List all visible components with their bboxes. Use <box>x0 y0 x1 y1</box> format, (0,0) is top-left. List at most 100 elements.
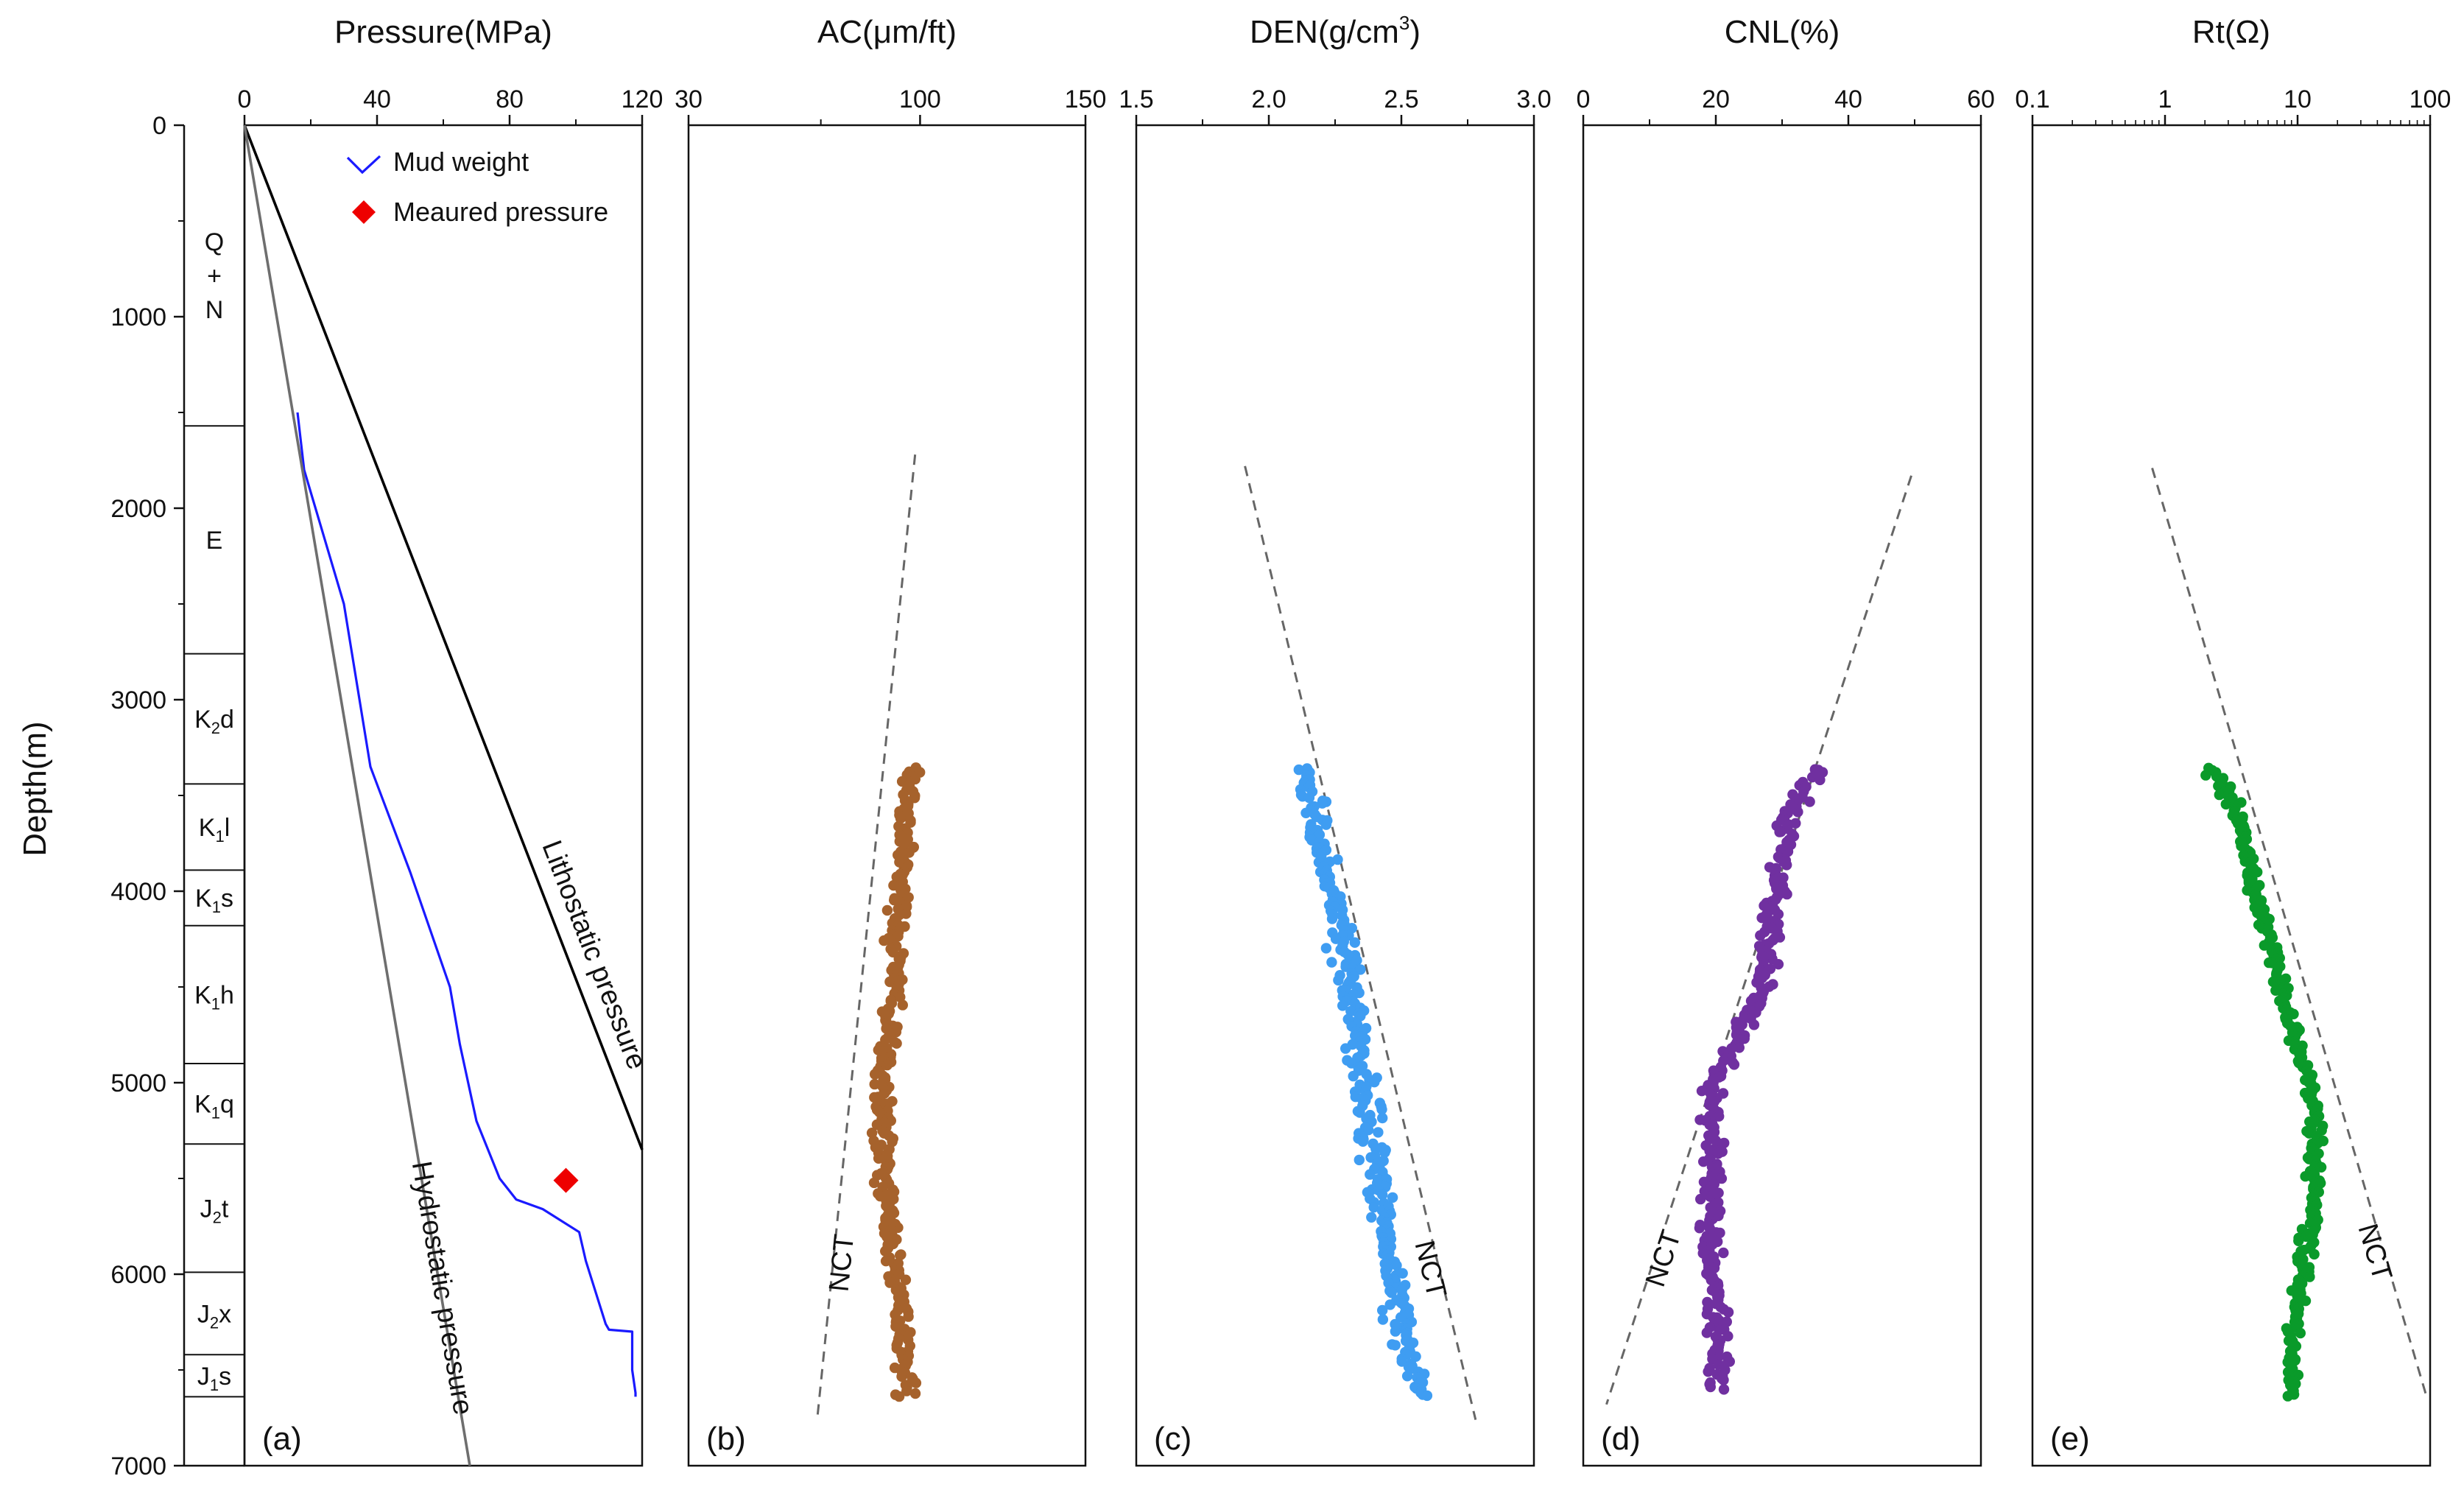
x-tick-label: 120 <box>622 85 663 113</box>
nct-trend-line <box>2151 467 2429 1399</box>
panel-e-label: (e) <box>2050 1421 2090 1457</box>
data-point <box>900 1274 912 1285</box>
depth-axis: 0 1000 2000 3000 4000 5000 6000 7000 <box>110 112 186 1480</box>
strat-unit-subscript: 2 <box>213 1208 222 1226</box>
data-point <box>866 1128 878 1139</box>
strat-unit-rest: x <box>219 1300 231 1328</box>
strat-unit-main: J <box>197 1300 210 1328</box>
measured-pressure-marker <box>553 1167 579 1193</box>
data-point <box>1379 1147 1390 1158</box>
x-tick-label: 20 <box>1702 85 1730 113</box>
x-tick-label: 150 <box>1065 85 1107 113</box>
data-point <box>1698 1156 1709 1167</box>
panel-d-scatter <box>1694 764 1828 1395</box>
legend-measured-pressure-swatch <box>352 200 376 224</box>
data-point <box>1317 798 1328 809</box>
strat-unit-subscript: 2 <box>211 719 220 737</box>
panel-d-frame <box>1582 124 1982 1467</box>
data-point <box>1421 1390 1433 1402</box>
nct-label: NCT <box>824 1233 861 1293</box>
series-mud-weight <box>296 412 637 1397</box>
data-point <box>1320 819 1332 830</box>
data-point <box>1314 829 1326 840</box>
depth-tick-label: 5000 <box>110 1069 166 1097</box>
x-tick-label: 30 <box>675 85 703 113</box>
data-point <box>1391 1259 1402 1271</box>
panel-c: DEN(g/cm3) 1.5 2.0 2.5 3.0 (c) NCT <box>1119 12 1552 1467</box>
data-point <box>1293 764 1305 776</box>
panel-d-title: CNL(%) <box>1725 14 1840 50</box>
data-point <box>1773 959 1784 970</box>
strat-unit-label: K1l <box>199 814 230 846</box>
panel-d: CNL(%) 0 20 40 60 (d) NCT <box>1577 14 1995 1467</box>
data-point <box>897 999 909 1011</box>
data-point <box>1714 1227 1725 1239</box>
data-point <box>1716 1173 1728 1184</box>
x-tick-label: 3.0 <box>1516 85 1551 113</box>
title-base: DEN(g/cm <box>1250 14 1399 50</box>
data-point <box>1303 793 1315 804</box>
depth-tick-label: 0 <box>152 112 166 140</box>
data-point <box>1377 1304 1388 1316</box>
data-point <box>1355 964 1366 975</box>
data-point <box>2295 1327 2306 1339</box>
data-point <box>2214 789 2225 801</box>
data-point <box>903 1311 914 1322</box>
nct-trend-line <box>816 454 917 1416</box>
x-tick-label: 100 <box>2410 85 2451 113</box>
legend-mud-weight-swatch <box>346 155 381 175</box>
strat-unit-subscript: 1 <box>211 1104 220 1122</box>
data-point <box>1320 943 1332 954</box>
nct-label: NCT <box>2352 1220 2398 1285</box>
lithostatic-pressure-label: Lithostatic pressure <box>535 836 652 1073</box>
data-point <box>1363 1125 1374 1136</box>
strat-unit-main: K <box>194 706 211 734</box>
strat-unit-rest: q <box>220 1091 234 1119</box>
depth-tick-label: 2000 <box>110 495 166 523</box>
strat-unit-label: J2t <box>200 1195 229 1226</box>
strat-unit-subscript: 1 <box>211 994 220 1013</box>
data-point <box>1387 1192 1398 1203</box>
data-point <box>903 892 914 903</box>
data-point <box>1696 1086 1708 1097</box>
panel-b-scatter <box>866 762 926 1402</box>
data-point <box>2259 940 2270 951</box>
strat-unit-rest: s <box>221 885 233 913</box>
data-point <box>2293 1235 2304 1247</box>
strat-unit-main: K <box>194 1091 211 1119</box>
strat-unit-main: K <box>195 885 212 913</box>
data-point <box>868 1177 880 1189</box>
series-lithostatic-pressure <box>243 124 644 1150</box>
x-tick-label: 0.1 <box>2015 85 2049 113</box>
panel-a-label: (a) <box>262 1421 302 1457</box>
strat-unit-main: J <box>197 1363 210 1391</box>
data-point <box>1365 1169 1376 1180</box>
data-point <box>1701 1327 1712 1338</box>
x-tick-label: 1.5 <box>1119 85 1153 113</box>
panel-b-title: AC(μm/ft) <box>817 14 957 50</box>
strat-unit-subscript: 1 <box>215 827 224 846</box>
data-point <box>1781 860 1792 871</box>
data-point <box>1373 1127 1384 1138</box>
data-point <box>2288 1008 2299 1020</box>
depth-tick-label: 7000 <box>110 1452 166 1480</box>
data-point <box>1718 1384 1730 1395</box>
depth-tick-label: 4000 <box>110 878 166 906</box>
data-point <box>909 1388 921 1399</box>
data-point <box>2282 1391 2293 1402</box>
panel-a-title: Pressure(MPa) <box>334 14 552 50</box>
data-point <box>1703 1366 1714 1377</box>
data-point <box>1804 796 1815 807</box>
data-point <box>881 904 893 916</box>
data-point <box>1718 1374 1729 1385</box>
data-point <box>891 1038 902 1049</box>
data-point <box>895 1250 906 1261</box>
strat-unit-subscript: 1 <box>210 1376 219 1394</box>
data-point <box>1728 1059 1740 1070</box>
data-point <box>1354 1154 1365 1166</box>
strat-unit-rest: d <box>220 706 234 734</box>
data-point <box>1351 955 1362 966</box>
data-point <box>1333 974 1344 986</box>
data-point <box>880 1256 892 1267</box>
